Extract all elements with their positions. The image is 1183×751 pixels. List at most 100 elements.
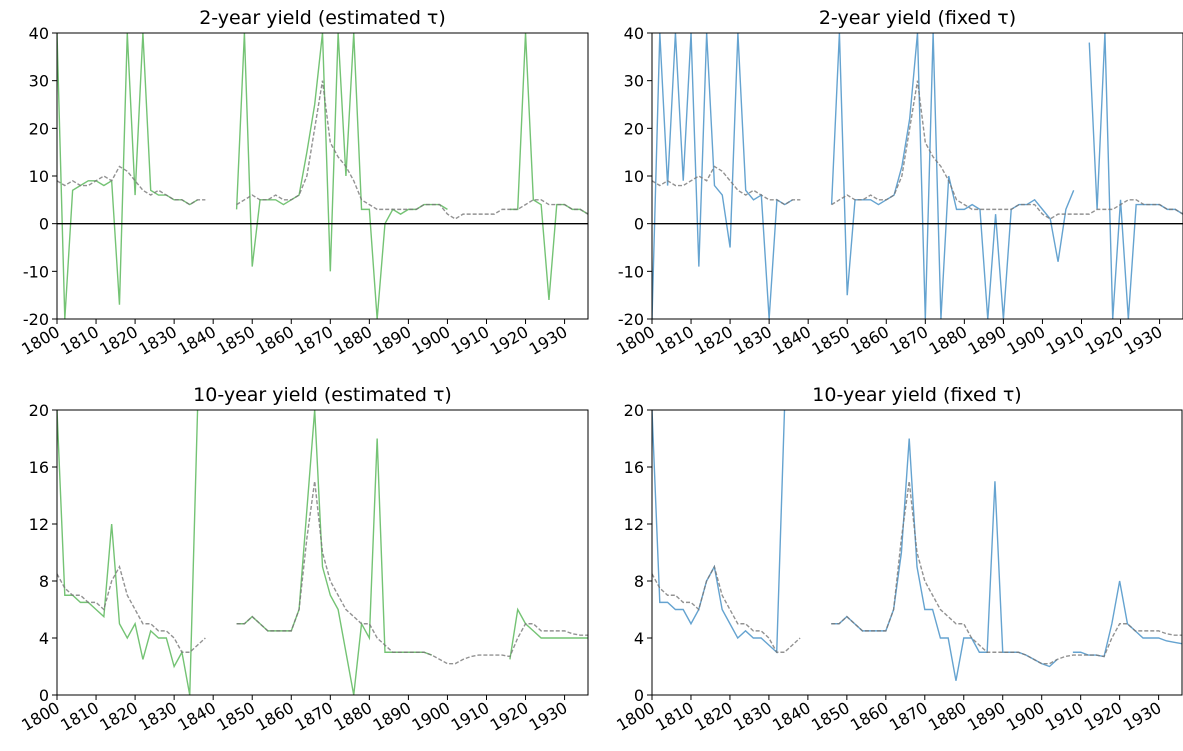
reference-line bbox=[831, 80, 1183, 220]
x-tick-label: 1820 bbox=[96, 698, 141, 735]
x-tick-label: 1890 bbox=[370, 322, 415, 359]
x-tick-label: 1920 bbox=[1081, 698, 1126, 735]
reference-line bbox=[236, 80, 588, 220]
x-tick-label: 1890 bbox=[370, 698, 415, 735]
x-tick-label: 1860 bbox=[847, 698, 892, 735]
plot-area bbox=[57, 33, 588, 319]
x-tick-label: 1910 bbox=[448, 322, 493, 359]
subplot-title: 10-year yield (fixed τ) bbox=[812, 384, 1021, 406]
x-tick-label: 1850 bbox=[213, 698, 258, 735]
plot-area bbox=[652, 33, 1183, 319]
x-tick-label: 1850 bbox=[808, 698, 853, 735]
x-tick-label: 1810 bbox=[57, 322, 102, 359]
x-tick-label: 1830 bbox=[730, 322, 775, 359]
x-tick-label: 1860 bbox=[848, 322, 893, 359]
y-tick-label: 0 bbox=[634, 215, 644, 234]
x-tick-label: 1920 bbox=[487, 322, 532, 359]
x-tick-label: 1890 bbox=[965, 322, 1010, 359]
reference-line bbox=[57, 564, 206, 653]
x-tick-label: 1930 bbox=[1121, 322, 1166, 359]
x-tick-label: 1900 bbox=[409, 322, 454, 359]
x-tick-label: 1910 bbox=[448, 698, 493, 735]
x-tick-label: 1820 bbox=[691, 322, 736, 359]
axes-frame bbox=[56, 32, 589, 320]
x-tick-label: 1850 bbox=[808, 322, 853, 359]
x-tick-label: 1920 bbox=[1082, 322, 1127, 359]
subplot-title: 2-year yield (fixed τ) bbox=[819, 7, 1016, 29]
yield-line bbox=[652, 33, 793, 319]
x-tick-label: 1820 bbox=[691, 698, 736, 735]
x-tick-label: 1930 bbox=[1120, 698, 1165, 735]
axes-frame bbox=[651, 409, 1183, 696]
x-tick-label: 1870 bbox=[887, 322, 932, 359]
x-tick-label: 1880 bbox=[925, 698, 970, 735]
x-tick-label: 1860 bbox=[253, 322, 298, 359]
x-tick-label: 1910 bbox=[1042, 698, 1087, 735]
x-tick-label: 1840 bbox=[174, 322, 219, 359]
x-tick-label: 1900 bbox=[409, 698, 454, 735]
subplot: 2-year yield (estimated τ) -20 -10 0 10 20 30 4… bbox=[18, 7, 589, 359]
plot-area bbox=[57, 410, 588, 695]
x-tick-label: 1900 bbox=[1003, 698, 1048, 735]
x-tick-label: 1880 bbox=[331, 322, 376, 359]
y-tick-label: 10 bbox=[29, 167, 49, 186]
x-tick-label: 1920 bbox=[487, 698, 532, 735]
x-tick-label: 1830 bbox=[135, 698, 180, 735]
y-tick-label: 10 bbox=[624, 167, 644, 186]
y-tick-label: 4 bbox=[39, 629, 49, 648]
yield-line bbox=[1088, 33, 1183, 319]
y-tick-label: 12 bbox=[29, 515, 49, 534]
reference-line bbox=[652, 165, 801, 206]
subplot: 2-year yield (fixed τ)-20-10010203040180… bbox=[613, 7, 1183, 359]
y-tick-label: 40 bbox=[29, 24, 49, 43]
x-tick-label: 1870 bbox=[292, 698, 337, 735]
y-tick-label: 12 bbox=[624, 515, 644, 534]
subplot-title: 2-year yield (estimated τ) bbox=[199, 7, 446, 29]
y-tick-label: -20 bbox=[23, 310, 49, 329]
y-tick-label: 16 bbox=[624, 458, 644, 477]
y-tick-label: 20 bbox=[29, 401, 49, 420]
yield-line bbox=[509, 33, 588, 300]
x-tick-label: 1840 bbox=[769, 698, 814, 735]
y-tick-label: 8 bbox=[634, 572, 644, 591]
x-tick-label: 1930 bbox=[526, 322, 571, 359]
reference-line bbox=[236, 481, 588, 665]
x-tick-label: 1810 bbox=[57, 698, 102, 735]
yield-line bbox=[236, 410, 433, 695]
x-tick-label: 1930 bbox=[526, 698, 571, 735]
y-tick-label: 16 bbox=[29, 458, 49, 477]
subplot: 10-year yield (fixed τ)04812162018001810… bbox=[613, 384, 1183, 735]
y-tick-label: 20 bbox=[29, 119, 49, 138]
y-tick-label: 0 bbox=[39, 215, 49, 234]
y-tick-label: 20 bbox=[624, 119, 644, 138]
x-tick-label: 1880 bbox=[331, 698, 376, 735]
yield-line bbox=[235, 33, 448, 319]
x-tick-label: 1830 bbox=[730, 698, 775, 735]
subplot-title: 10-year yield (estimated τ) bbox=[193, 384, 452, 406]
x-tick-label: 1900 bbox=[1004, 322, 1049, 359]
y-tick-label: 8 bbox=[39, 572, 49, 591]
yield-line bbox=[1072, 580, 1182, 658]
reference-line bbox=[57, 165, 206, 206]
y-tick-label: 0 bbox=[634, 686, 644, 705]
x-tick-label: 1880 bbox=[926, 322, 971, 359]
yield-line bbox=[57, 33, 198, 319]
x-tick-label: 1890 bbox=[964, 698, 1009, 735]
x-tick-label: 1840 bbox=[769, 322, 814, 359]
plot-area bbox=[652, 410, 1182, 681]
yield-line bbox=[830, 33, 1075, 319]
x-tick-label: 1820 bbox=[96, 322, 141, 359]
y-tick-label: -10 bbox=[618, 262, 644, 281]
x-tick-label: 1870 bbox=[886, 698, 931, 735]
y-tick-label: 40 bbox=[624, 24, 644, 43]
x-tick-label: 1810 bbox=[652, 698, 697, 735]
x-tick-label: 1840 bbox=[174, 698, 219, 735]
x-tick-label: 1870 bbox=[292, 322, 337, 359]
x-tick-label: 1860 bbox=[253, 698, 298, 735]
x-tick-label: 1830 bbox=[135, 322, 180, 359]
y-tick-label: 30 bbox=[624, 72, 644, 91]
y-tick-label: -20 bbox=[618, 310, 644, 329]
axes-frame bbox=[56, 409, 589, 696]
reference-line bbox=[652, 564, 801, 653]
subplot: 10-year yield (estimated τ)0481216201800… bbox=[18, 384, 589, 735]
